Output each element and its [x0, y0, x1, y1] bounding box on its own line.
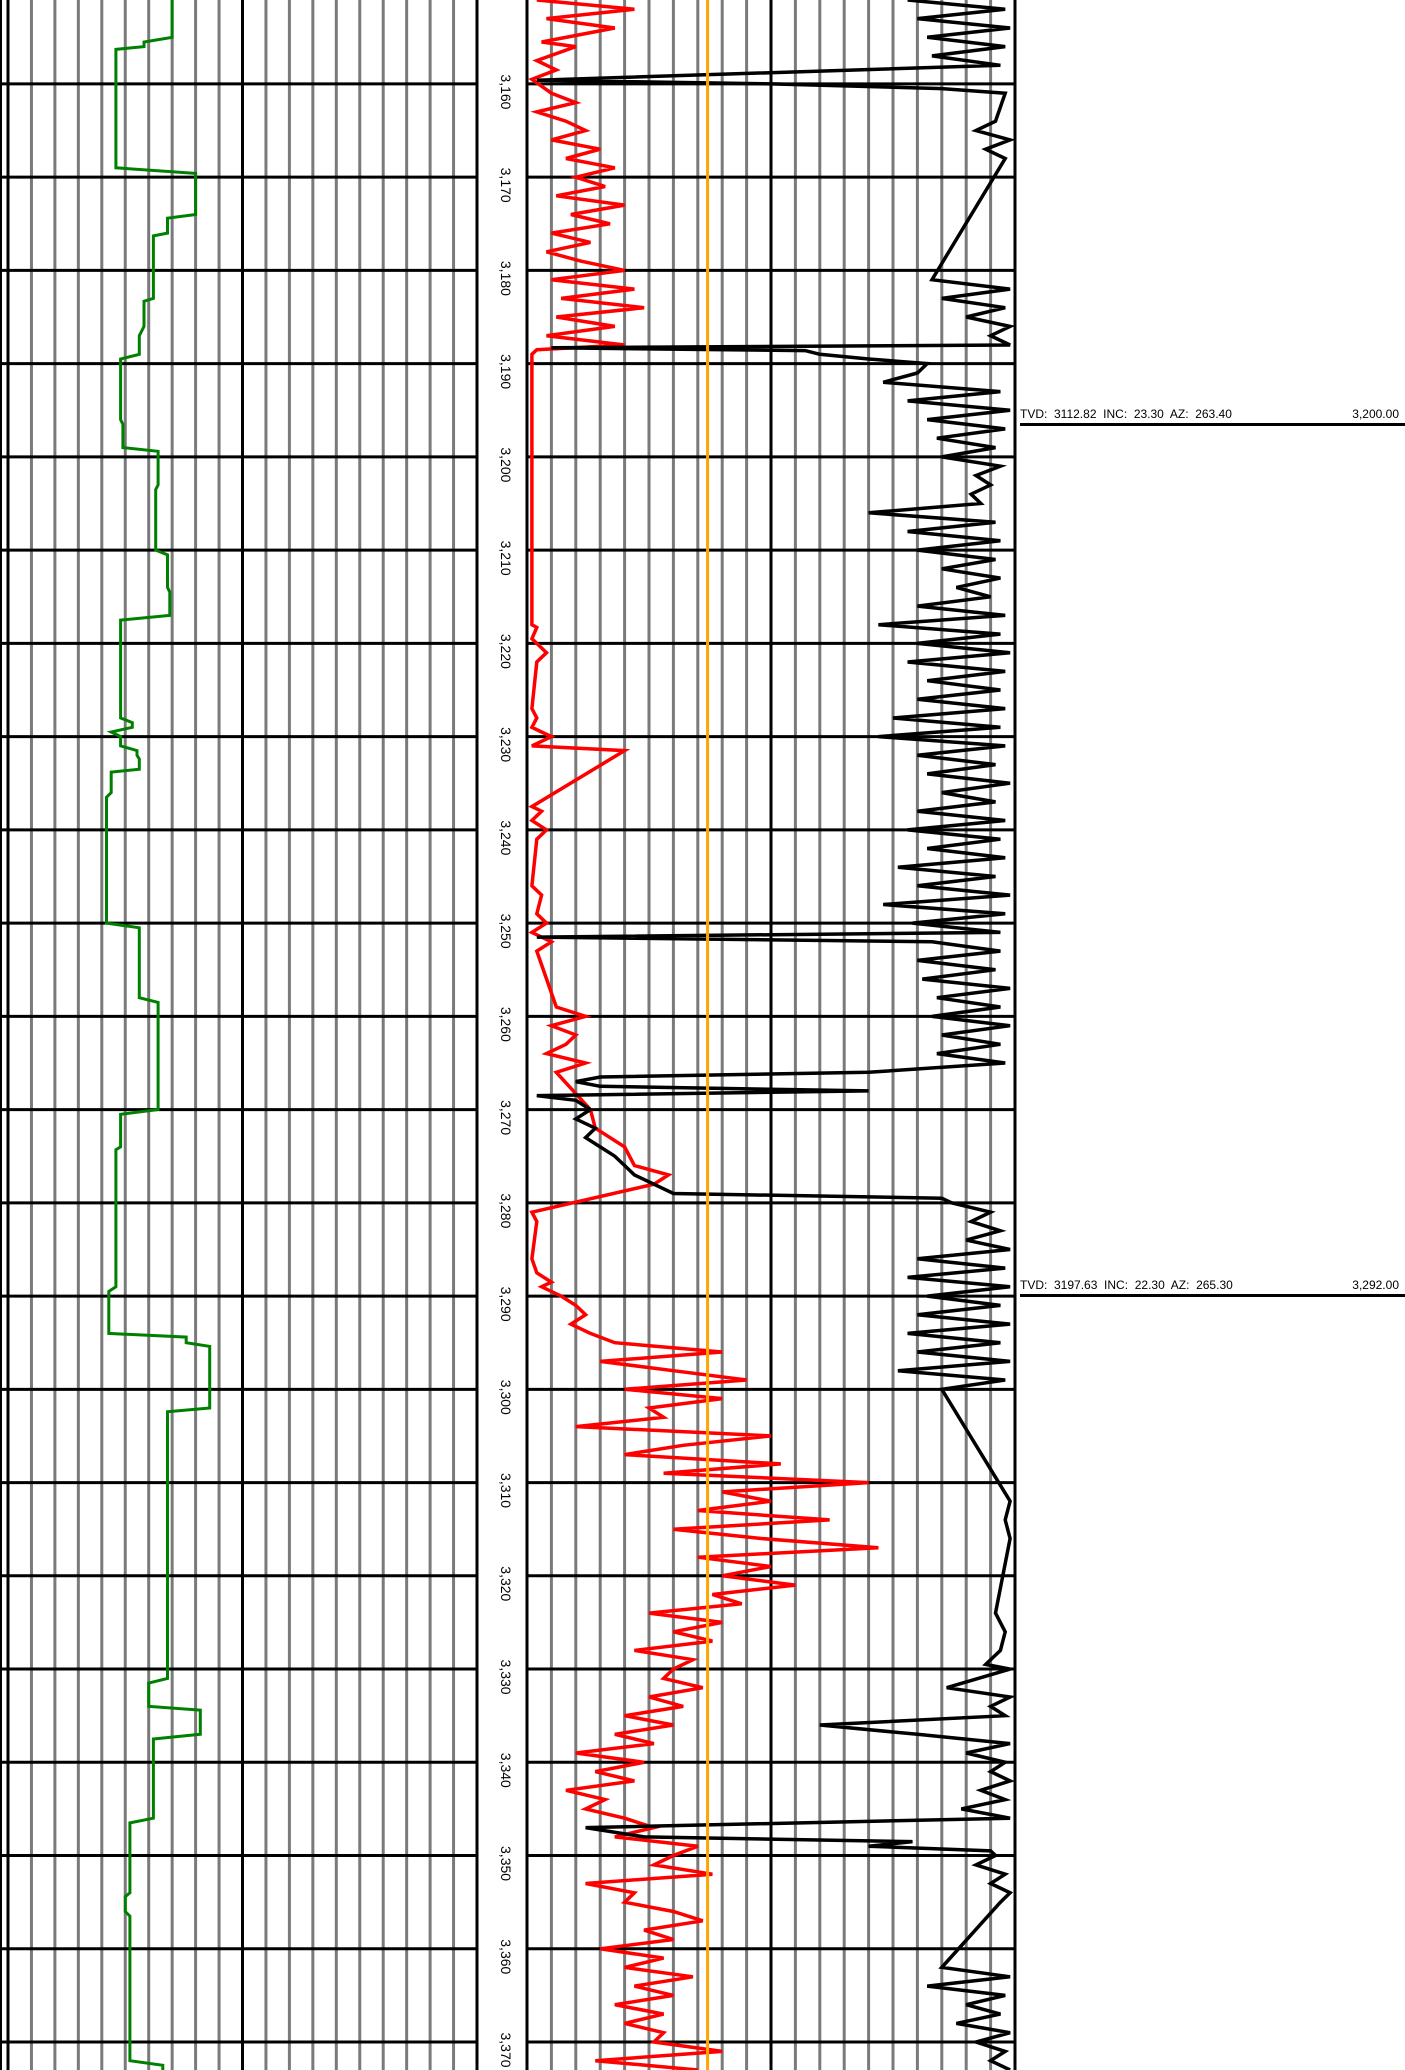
depth-tick-label: 3,360	[498, 1939, 514, 1974]
survey-annotation: TVD: 3112.82 INC: 23.30 AZ: 263.40 3,200…	[1020, 407, 1405, 427]
red-curve	[528, 0, 879, 2070]
depth-tick-label: 3,180	[498, 261, 514, 296]
depth-tick-label: 3,260	[498, 1007, 514, 1042]
survey-line	[1020, 423, 1405, 426]
depth-tick-label: 3,350	[498, 1846, 514, 1881]
survey-line	[1020, 1294, 1405, 1297]
depth-tick-label: 3,230	[498, 727, 514, 762]
depth-tick-label: 3,330	[498, 1660, 514, 1695]
depth-axis: 3,160 3,170 3,180 3,190 3,200 3,210 3,220 3,230…	[498, 74, 514, 2067]
depth-tick-label: 3,370	[498, 2033, 514, 2068]
depth-tick-label: 3,220	[498, 634, 514, 669]
depth-tick-label: 3,200	[498, 447, 514, 482]
depth-tick-label: 3,160	[498, 74, 514, 109]
survey-annotation: TVD: 3197.63 INC: 22.30 AZ: 265.30 3,292…	[1020, 1278, 1405, 1298]
survey-depth: 3,200.00	[1352, 407, 1399, 421]
depth-tick-label: 3,320	[498, 1566, 514, 1601]
depth-tick-label: 3,190	[498, 354, 514, 389]
depth-tick-label: 3,270	[498, 1100, 514, 1135]
depth-tick-label: 3,310	[498, 1473, 514, 1508]
survey-text: TVD: 3197.63 INC: 22.30 AZ: 265.30	[1020, 1278, 1233, 1292]
depth-tick-label: 3,340	[498, 1753, 514, 1788]
depth-tick-label: 3,290	[498, 1287, 514, 1322]
depth-tick-label: 3,170	[498, 168, 514, 203]
depth-tick-label: 3,300	[498, 1380, 514, 1415]
depth-tick-label: 3,210	[498, 541, 514, 576]
track-grid	[0, 0, 1017, 2070]
black-curve	[536, 0, 1017, 2070]
depth-tick-label: 3,240	[498, 820, 514, 855]
green-curve	[105, 0, 212, 2070]
survey-text: TVD: 3112.82 INC: 23.30 AZ: 263.40	[1020, 407, 1232, 421]
depth-tick-label: 3,250	[498, 914, 514, 949]
survey-depth: 3,292.00	[1352, 1278, 1399, 1292]
curves-layer	[105, 0, 1017, 2070]
depth-tick-label: 3,280	[498, 1193, 514, 1228]
